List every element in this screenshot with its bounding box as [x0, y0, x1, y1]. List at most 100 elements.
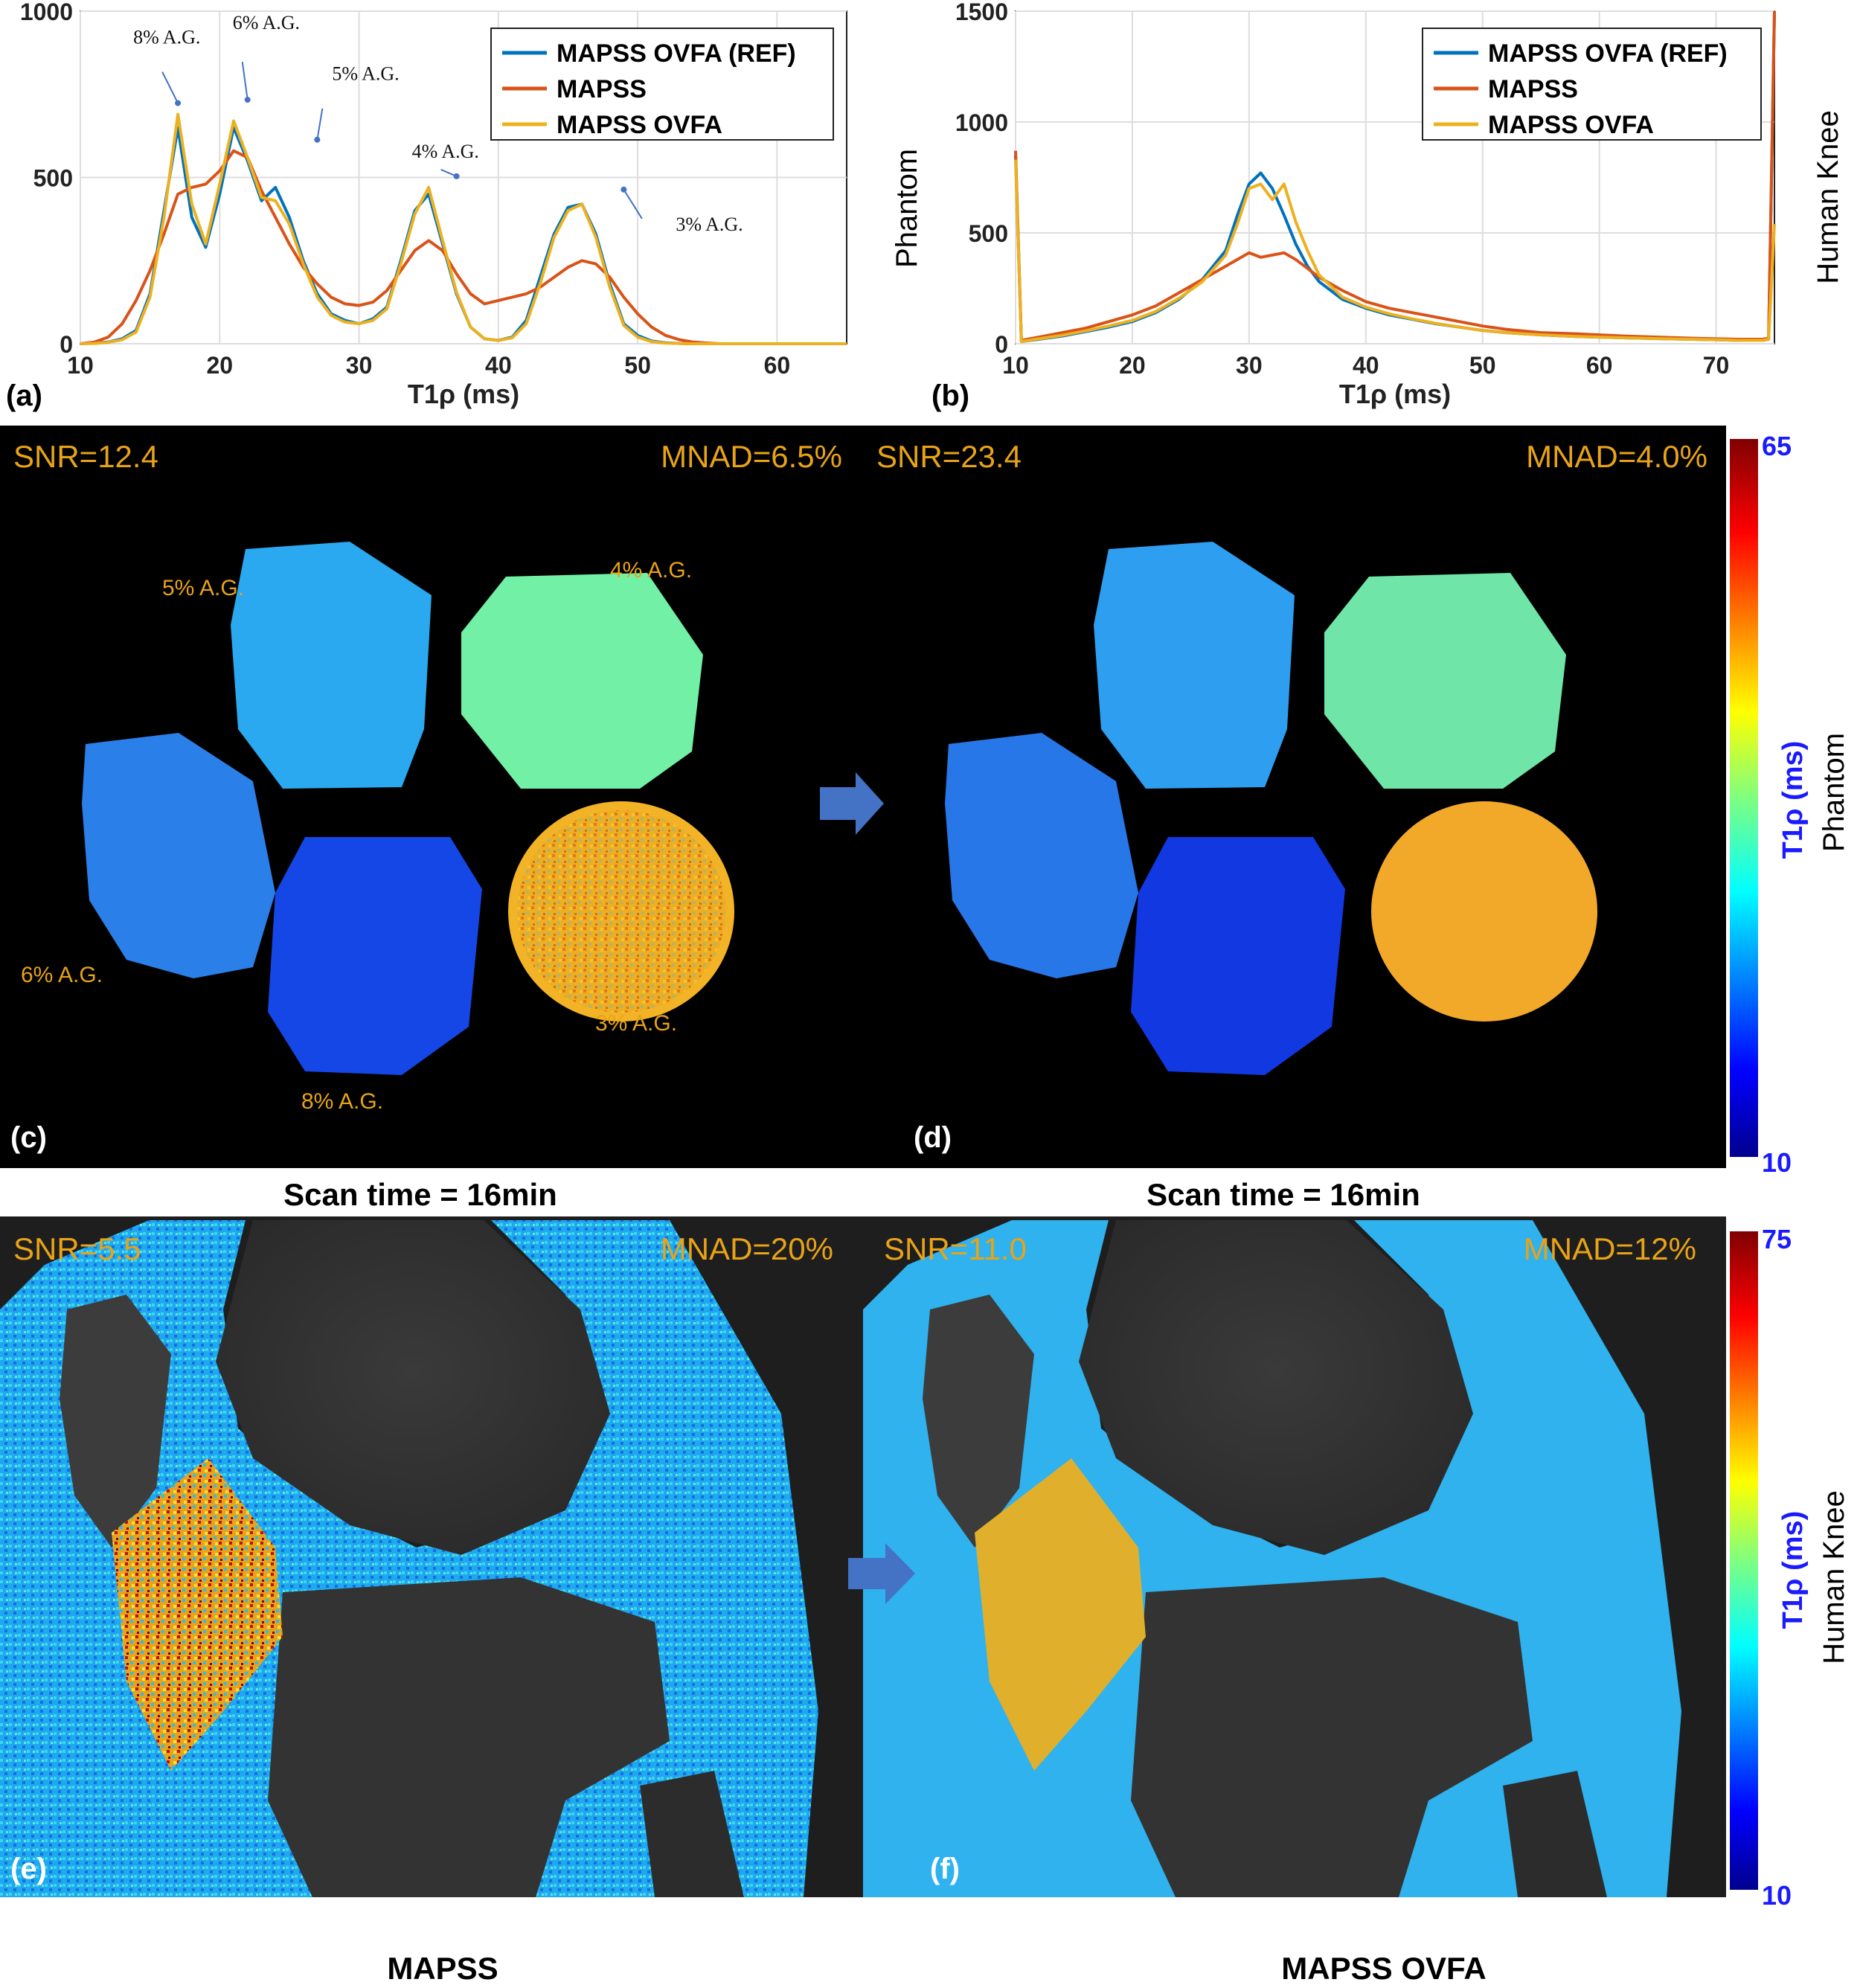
- phantom-maps: SNR=12.4 MNAD=6.5% 5% A.G. 4% A.G. 6% A.…: [0, 426, 1850, 1178]
- colorbar-knee-max: 75: [1762, 1224, 1792, 1254]
- legend-entry: MAPSS OVFA (REF): [557, 39, 796, 68]
- x-tick-label: 50: [624, 352, 651, 379]
- y-tick-label: 1000: [20, 0, 73, 25]
- scan-time-d: Scan time = 16min: [1147, 1177, 1420, 1212]
- phantom-label-8pct: 8% A.G.: [301, 1089, 383, 1114]
- vial-6pct-d: [945, 733, 1138, 978]
- chart-b: 10 20 30 40 50 60 70 0 500 1000 1500 T1ρ (ms) MAPS…: [891, 0, 1844, 412]
- y-tick-label: 1000: [955, 109, 1008, 136]
- arrow-c-to-d: [820, 772, 884, 835]
- chart-a-series: [80, 112, 847, 345]
- panel-label-f: (f): [930, 1853, 960, 1885]
- panel-label-b: (b): [931, 379, 969, 412]
- x-tick-label: 50: [1469, 352, 1496, 379]
- snr-c: SNR=12.4: [13, 439, 158, 474]
- phantom-label-4pct: 4% A.G.: [610, 558, 692, 583]
- series-line-mapss-ovfa: [1014, 159, 1776, 343]
- colorbar-phantom-max: 65: [1762, 431, 1792, 461]
- phantom-map-c: [82, 542, 734, 1075]
- annotation-arrow: [316, 108, 324, 140]
- vial-5pct-c: [231, 542, 432, 789]
- scan-time-c: Scan time = 16min: [283, 1177, 557, 1212]
- knee-e-fat-pad: [112, 1458, 283, 1771]
- x-tick-label: 10: [1002, 352, 1029, 379]
- annotation-arrow-head: [620, 186, 627, 193]
- x-tick-label: 60: [1586, 352, 1613, 379]
- mnad-c: MNAD=6.5%: [661, 439, 842, 474]
- vial-6pct-c: [82, 733, 275, 978]
- vial-8pct-d: [1131, 837, 1345, 1075]
- phantom-label-6pct: 6% A.G.: [21, 963, 103, 987]
- y-tick-label: 500: [969, 220, 1008, 247]
- annotation-label: 5% A.G.: [332, 63, 399, 85]
- knee-f-femur: [1079, 1220, 1473, 1555]
- x-tick-label: 70: [1703, 352, 1730, 379]
- mnad-f: MNAD=12%: [1524, 1231, 1696, 1266]
- x-tick-label: 30: [346, 352, 373, 379]
- y-tick-label: 500: [33, 165, 73, 192]
- x-tick-label: 10: [67, 352, 94, 379]
- legend-entry: MAPSS: [1488, 75, 1578, 103]
- knee-f-fat-pad: [975, 1458, 1146, 1771]
- knee-f-fibula: [1503, 1771, 1607, 1897]
- knee-e-patella: [60, 1295, 171, 1548]
- x-tick-label: 20: [1119, 352, 1146, 379]
- annotation-arrow-head: [453, 173, 460, 179]
- chart-a-xlabel: T1ρ (ms): [408, 379, 519, 409]
- series-line-mapss-ovfa: [80, 112, 847, 345]
- x-tick-label: 40: [485, 352, 512, 379]
- legend-box: [490, 28, 834, 141]
- knee-maps: SNR=5.5 MNAD=20% (e) SNR=11.0 MNAD=12% (…: [0, 1216, 1850, 1911]
- annotation-label: 8% A.G.: [133, 27, 200, 48]
- knee-map-e: SNR=5.5 MNAD=20% (e): [0, 1216, 863, 1897]
- snr-d: SNR=23.4: [876, 439, 1022, 474]
- side-label-human-knee-top: Human Knee: [1812, 110, 1844, 283]
- annotation-label: 4% A.G.: [412, 141, 479, 162]
- series-line-mapss: [1014, 10, 1776, 342]
- colorbar-knee-min: 10: [1762, 1880, 1792, 1911]
- panel-label-c: (c): [10, 1121, 47, 1154]
- vial-4pct-c: [461, 573, 703, 789]
- chart-a-legend: MAPSS OVFA (REF) MAPSS MAPSS OVFA: [490, 28, 834, 141]
- caption-f: MAPSS OVFA: [1281, 1951, 1486, 1986]
- vial-8pct-c: [268, 837, 482, 1075]
- annotation-label: 3% A.G.: [676, 214, 743, 235]
- legend-entry: MAPSS OVFA: [1488, 111, 1654, 139]
- snr-e: SNR=5.5: [13, 1231, 141, 1266]
- colorbar-phantom-title: T1ρ (ms): [1777, 741, 1809, 859]
- side-label-phantom-top: Phantom: [891, 149, 923, 268]
- panel-label-d: (d): [914, 1121, 952, 1154]
- knee-f-tibia: [1131, 1577, 1533, 1897]
- legend-entry: MAPSS OVFA (REF): [1488, 39, 1728, 68]
- panel-label-a: (a): [6, 379, 42, 412]
- vial-5pct-d: [1094, 542, 1295, 789]
- legend-entry: MAPSS: [557, 75, 647, 103]
- mnad-e: MNAD=20%: [661, 1231, 833, 1266]
- colorbar-phantom-min: 10: [1762, 1147, 1792, 1178]
- arrow-e-to-f: [848, 1543, 915, 1604]
- x-tick-label: 60: [764, 352, 791, 379]
- y-tick-label: 1500: [955, 0, 1008, 25]
- knee-map-f: SNR=11.0 MNAD=12% (f): [863, 1216, 1726, 1897]
- phantom-label-5pct: 5% A.G.: [162, 576, 244, 600]
- legend-box: [1422, 28, 1762, 141]
- phantom-label-3pct: 3% A.G.: [595, 1011, 677, 1036]
- legend-entry: MAPSS OVFA: [557, 111, 722, 139]
- chart-a: 10 20 30 40 50 60 0 500 1000 8% A.G. 6% A.G. 5% A.…: [6, 0, 847, 412]
- y-tick-label: 0: [60, 331, 73, 358]
- x-tick-label: 40: [1353, 352, 1379, 379]
- mnad-d: MNAD=4.0%: [1526, 439, 1707, 474]
- x-tick-label: 30: [1236, 352, 1263, 379]
- panel-label-e: (e): [10, 1853, 47, 1885]
- chart-a-annotations: 8% A.G. 6% A.G. 5% A.G. 4% A.G. 3% A.G.: [133, 12, 743, 235]
- chart-b-xlabel: T1ρ (ms): [1339, 379, 1451, 409]
- phantom-map-d: [945, 542, 1597, 1075]
- knee-f-patella: [923, 1295, 1034, 1548]
- caption-e: MAPSS: [387, 1951, 498, 1986]
- annotation-arrow: [161, 71, 179, 104]
- annotation-arrow-head: [244, 97, 251, 103]
- vial-3pct-d: [1371, 801, 1597, 1022]
- knee-e-femur: [216, 1220, 610, 1555]
- colorbar-knee-side: Human Knee: [1818, 1490, 1850, 1664]
- colorbar-knee-title: T1ρ (ms): [1777, 1511, 1809, 1629]
